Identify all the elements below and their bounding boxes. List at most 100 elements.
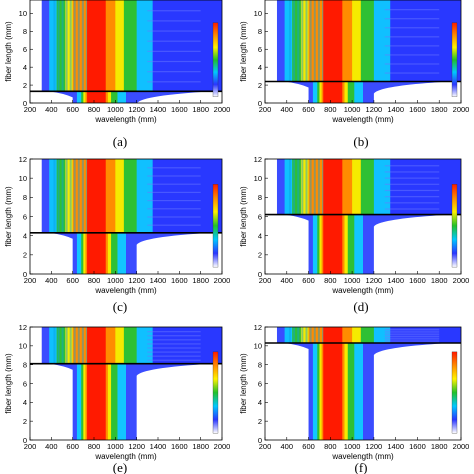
pump-red [87, 159, 106, 274]
x-tick-label: 1000 [344, 442, 361, 451]
broadband-tail [142, 159, 222, 233]
x-tick-label: 1800 [192, 276, 209, 285]
y-tick-label: 6 [258, 45, 262, 54]
fringe [288, 159, 291, 215]
x-tick-label: 1800 [431, 442, 448, 451]
fringe-h [384, 183, 440, 185]
y-tick-label: 2 [23, 417, 27, 426]
fringe-h [147, 183, 201, 185]
fringe-h [147, 224, 201, 226]
fringe-h [147, 351, 201, 353]
fringe-h [147, 60, 201, 63]
x-axis-label: wavelength (mm) [331, 452, 394, 461]
fringe-h [147, 191, 201, 193]
fringe-h [147, 331, 201, 333]
x-tick-label: 800 [88, 105, 101, 114]
fringe [53, 327, 56, 364]
x-tick-label: 600 [302, 105, 315, 114]
x-tick-label: 600 [302, 442, 315, 451]
fringe [73, 159, 76, 233]
fringe-h [147, 216, 201, 218]
x-tick-label: 800 [324, 276, 337, 285]
fringe-h [384, 18, 440, 20]
fringe-h [147, 339, 201, 341]
fringe [53, 159, 56, 233]
x-tick-label: 400 [281, 105, 294, 114]
x-tick-label: 1400 [387, 105, 404, 114]
x-tick-label: 1600 [409, 105, 426, 114]
fringe [293, 0, 296, 82]
fringe-h [384, 177, 440, 179]
fringe [322, 0, 325, 82]
y-tick-label: 10 [254, 174, 262, 183]
y-tick-label: 4 [23, 398, 27, 407]
fringe [61, 159, 64, 233]
x-tick-label: 400 [45, 276, 58, 285]
x-tick-label: 600 [66, 442, 79, 451]
y-tick-label: 6 [23, 212, 27, 221]
y-tick-label: 4 [258, 398, 262, 407]
x-tick-label: 1600 [409, 442, 426, 451]
x-axis-label: wavelength (mm) [331, 286, 394, 295]
fringe [69, 327, 72, 364]
plot-frame [29, 0, 223, 104]
x-tick-label: 2000 [214, 105, 231, 114]
x-tick-label: 800 [88, 442, 101, 451]
fringe [81, 0, 84, 92]
y-tick-label: 0 [258, 270, 262, 279]
y-tick-label: 10 [254, 9, 262, 18]
y-tick-label: 4 [258, 63, 262, 72]
chart-panel-c: 200 400 600 800 1000 1200 1400 1600 1800 2000 0 2 4 6… [4, 155, 230, 314]
fringe [81, 159, 84, 233]
fringe [313, 327, 316, 344]
fringe [69, 0, 72, 92]
x-tick-label: 800 [324, 105, 337, 114]
y-tick-label: 0 [23, 99, 27, 108]
y-tick-label: 8 [23, 193, 27, 202]
fringe-h [147, 355, 201, 357]
fringe-h [384, 335, 440, 338]
x-tick-label: 400 [45, 442, 58, 451]
fringe [297, 0, 300, 82]
y-tick-label: 8 [258, 27, 262, 36]
x-tick-label: 800 [88, 276, 101, 285]
fringe-h [384, 171, 440, 173]
x-tick-label: 600 [66, 276, 79, 285]
fringe-h [147, 30, 201, 32]
fringe-h [384, 72, 440, 74]
heatmap [265, 0, 461, 103]
plot-frame [264, 0, 462, 104]
y-tick-label: 2 [23, 81, 27, 90]
x-tick-label: 1200 [128, 276, 145, 285]
fringe [65, 0, 68, 92]
fringe-h [147, 347, 201, 349]
y-tick-label: 0 [23, 436, 27, 445]
y-tick-label: 4 [23, 63, 27, 72]
broadband-tail [379, 159, 461, 215]
y-tick-label: 2 [258, 81, 262, 90]
x-tick-label: 200 [259, 105, 272, 114]
x-tick-label: 2000 [453, 442, 470, 451]
chart-panel-b: 200 400 600 800 1000 1200 1400 1600 1800 2000 0 2 4 6… [239, 0, 469, 149]
fringe [53, 0, 56, 92]
pump-red [323, 0, 343, 103]
x-tick-label: 1400 [150, 442, 167, 451]
fringe-h [384, 332, 440, 334]
x-tick-label: 1600 [171, 442, 188, 451]
chart-panel-f: 200 400 600 800 1000 1200 1400 1600 1800 2000 0 2 4 6… [239, 323, 469, 474]
panel-caption: (d) [353, 299, 368, 314]
fringe [301, 159, 304, 215]
fringe [293, 327, 296, 344]
x-tick-label: 1400 [150, 276, 167, 285]
fringe [301, 0, 304, 82]
y-tick-label: 8 [23, 27, 27, 36]
y-tick-label: 12 [19, 323, 27, 332]
fringe [317, 327, 320, 344]
x-tick-label: 1800 [192, 105, 209, 114]
fringe [85, 159, 88, 233]
fringe [309, 159, 312, 215]
fringe [313, 159, 316, 215]
x-tick-label: 1200 [128, 442, 145, 451]
colorbar [212, 351, 219, 434]
y-tick-label: 10 [19, 9, 27, 18]
